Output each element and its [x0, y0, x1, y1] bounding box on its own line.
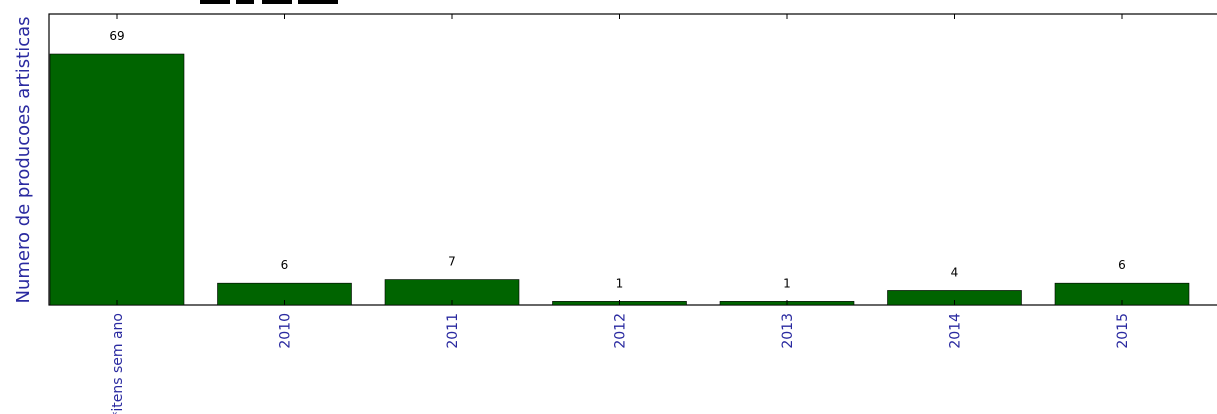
x-tick-label: 2012: [613, 313, 629, 349]
bar-value-label: 1: [616, 276, 624, 290]
x-tick-labels-group: *itens sem ano 2010 2011 2012 2013 2014 2015: [110, 313, 1131, 414]
plot-area: [48, 13, 1217, 306]
x-tick-label: 2015: [1115, 313, 1131, 349]
bar-value-label: 6: [1118, 258, 1126, 272]
bar: [49, 53, 185, 306]
ticks-group: [116, 14, 1123, 305]
bar-value-label: 69: [109, 29, 124, 43]
bar-value-label: 6: [281, 258, 289, 272]
value-labels-group: 69 6 7 1 1 4 6: [109, 29, 1125, 290]
x-tick-label: 2014: [948, 313, 964, 349]
bar-value-label: 1: [783, 276, 791, 290]
clipped-title-fragments: [200, 0, 338, 4]
y-axis-label: Numero de producoes artisticas: [13, 16, 34, 303]
x-tick-label: 2013: [780, 313, 796, 349]
bars-group: [49, 53, 1190, 306]
x-tick-label: 2011: [445, 313, 461, 349]
bar-value-label: 7: [448, 255, 456, 269]
bar-value-label: 4: [951, 265, 959, 279]
plot-frame: [48, 13, 1217, 306]
x-tick-label: 2010: [278, 313, 294, 349]
x-tick-label: *itens sem ano: [110, 313, 126, 414]
